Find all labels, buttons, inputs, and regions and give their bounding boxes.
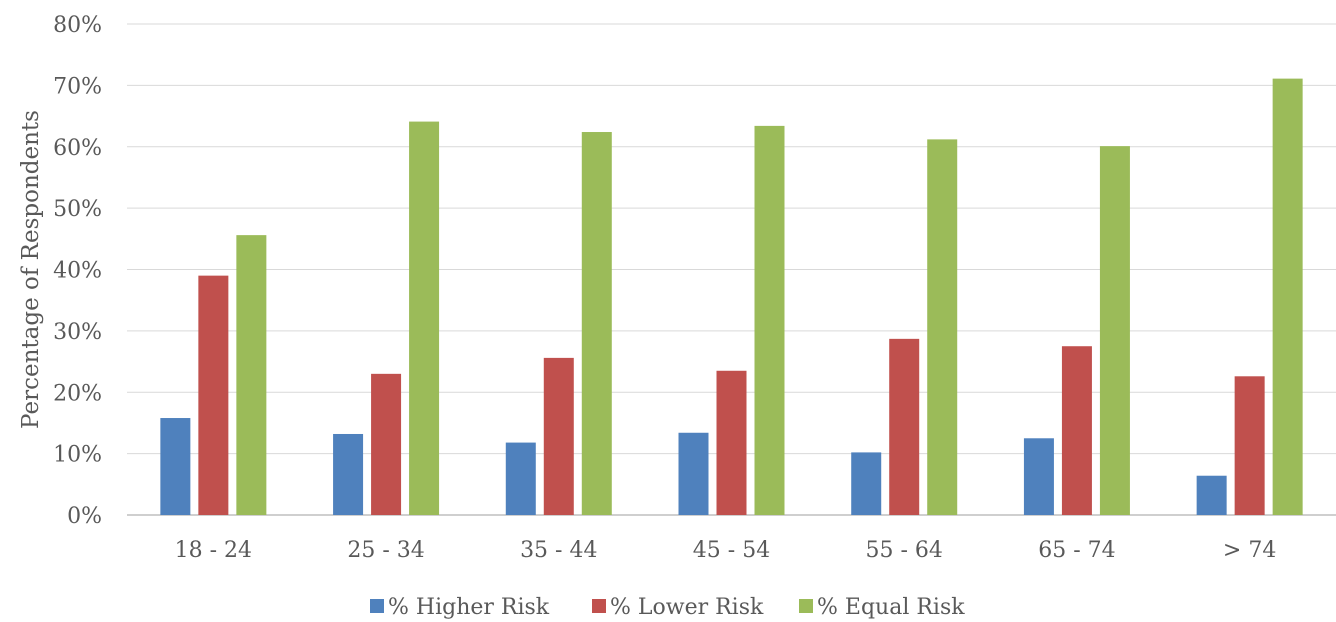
y-tick-label: 0% bbox=[67, 504, 102, 529]
y-tick-label: 40% bbox=[53, 259, 102, 284]
legend-label: % Lower Risk bbox=[610, 595, 764, 620]
legend-swatch bbox=[592, 599, 606, 613]
bar bbox=[543, 357, 574, 515]
bar bbox=[889, 338, 920, 515]
bar bbox=[236, 235, 267, 515]
bar bbox=[333, 433, 364, 515]
y-tick-label: 60% bbox=[53, 136, 102, 161]
legend-swatch bbox=[799, 599, 813, 613]
x-tick-label: 18 - 24 bbox=[175, 538, 252, 563]
bar bbox=[1272, 78, 1303, 515]
y-tick-label: 10% bbox=[53, 443, 102, 468]
bar bbox=[581, 132, 612, 515]
x-tick-label: 25 - 34 bbox=[347, 538, 424, 563]
x-tick-label: > 74 bbox=[1223, 538, 1276, 563]
y-tick-label: 70% bbox=[53, 74, 102, 99]
x-tick-label: 45 - 54 bbox=[693, 538, 770, 563]
bar bbox=[371, 373, 402, 515]
bar bbox=[716, 370, 747, 515]
bar bbox=[198, 275, 229, 515]
bar bbox=[160, 418, 191, 515]
bar bbox=[1061, 346, 1092, 515]
legend-swatch bbox=[370, 599, 384, 613]
x-tick-label: 55 - 64 bbox=[866, 538, 943, 563]
bar bbox=[1023, 438, 1054, 515]
bar bbox=[754, 125, 785, 515]
bar bbox=[409, 121, 440, 516]
y-axis-label: Percentage of Respondents bbox=[18, 110, 44, 429]
legend-label: % Equal Risk bbox=[817, 595, 965, 620]
bar bbox=[1196, 475, 1227, 515]
x-axis-ticks: 18 - 24 25 - 34 35 - 44 45 - 54 55 - 64 65 - … bbox=[175, 538, 1277, 563]
x-tick-label: 35 - 44 bbox=[520, 538, 597, 563]
y-tick-label: 50% bbox=[53, 197, 102, 222]
bar bbox=[505, 442, 536, 515]
y-tick-label: 30% bbox=[53, 320, 102, 345]
bar bbox=[927, 139, 958, 515]
y-tick-label: 20% bbox=[53, 381, 102, 406]
bar bbox=[678, 432, 709, 515]
legend: % Higher Risk % Lower Risk % Equal Risk bbox=[370, 595, 965, 620]
y-tick-label: 80% bbox=[53, 13, 102, 38]
bar bbox=[1234, 376, 1265, 515]
legend-label: % Higher Risk bbox=[388, 595, 550, 620]
bar bbox=[851, 452, 882, 515]
y-axis-ticks: 0% 10% 20% 30% 40% 50% 60% 70% 80% bbox=[53, 13, 102, 529]
gridlines bbox=[127, 23, 1336, 516]
bar bbox=[1099, 146, 1130, 516]
x-tick-label: 65 - 74 bbox=[1038, 538, 1115, 563]
bars bbox=[160, 78, 1303, 516]
